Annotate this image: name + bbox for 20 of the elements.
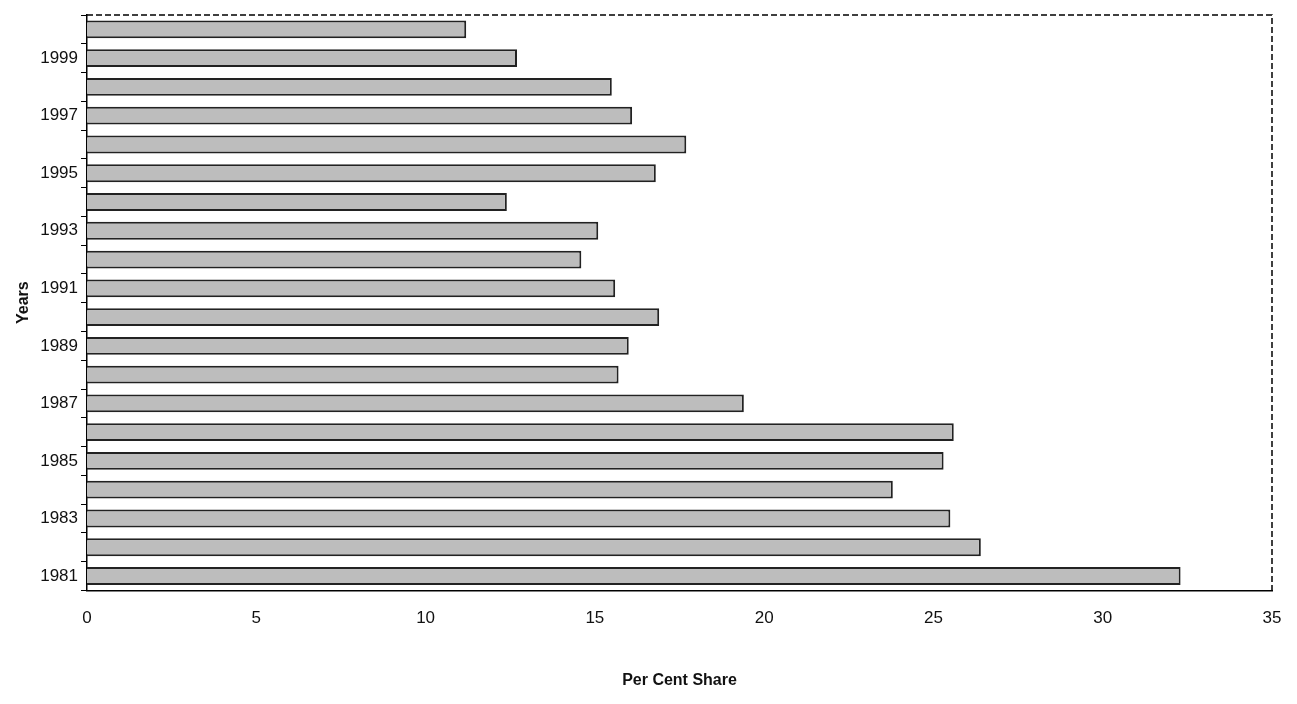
x-tick-label: 10	[416, 608, 436, 628]
y-tick-label: 1999	[40, 47, 79, 67]
x-axis-title: Per Cent Share	[622, 670, 737, 688]
x-tick-label: 35	[1262, 608, 1282, 628]
y-axis-title: Years	[14, 281, 32, 325]
x-tick-label: 20	[754, 608, 774, 628]
y-tick-label: 1991	[40, 278, 79, 297]
y-tick-label: 1985	[40, 450, 79, 470]
y-tick-label: 1987	[40, 393, 79, 413]
y-tick-label: 1983	[40, 508, 79, 528]
x-tick-label: 0	[82, 608, 92, 628]
y-tick-label: 1997	[40, 105, 79, 125]
x-tick-label: 25	[923, 608, 943, 628]
y-tick-label: 1981	[40, 565, 79, 585]
x-tick-label: 5	[251, 608, 262, 628]
y-tick-label: 1993	[40, 220, 79, 240]
y-tick-label: 1995	[40, 162, 79, 182]
y-tick-label: 1989	[40, 335, 79, 355]
x-tick-label: 30	[1093, 608, 1113, 628]
x-tick-label: 15	[585, 608, 605, 628]
